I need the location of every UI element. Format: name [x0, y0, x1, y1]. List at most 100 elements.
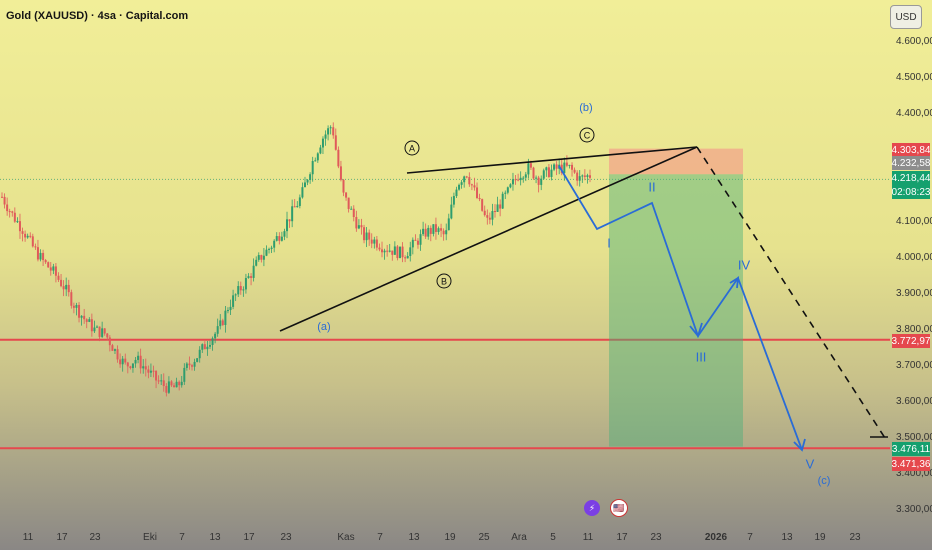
candle-body	[589, 175, 591, 178]
candle-body	[211, 338, 214, 345]
candle-body	[286, 219, 289, 232]
candle-body	[16, 221, 19, 223]
candle-body	[54, 266, 57, 276]
candle-body	[3, 196, 6, 205]
candle-body	[134, 359, 137, 364]
candle-body	[60, 279, 63, 287]
candle-body	[486, 215, 489, 218]
candle-body	[506, 187, 509, 193]
candle-body	[455, 189, 458, 197]
candle-body	[419, 234, 422, 245]
candle-body	[324, 134, 327, 139]
candle-body	[535, 177, 538, 179]
rising-trendline[interactable]	[279, 146, 698, 332]
x-axis-tick: 19	[814, 532, 826, 543]
wave-label[interactable]: III	[695, 349, 707, 365]
candle-body	[208, 344, 211, 347]
candle-body	[196, 358, 199, 362]
candle-body	[219, 320, 222, 327]
candle-body	[101, 328, 104, 337]
candle-body	[185, 363, 188, 368]
candle-body	[239, 286, 242, 291]
currency-button[interactable]: USD	[890, 5, 922, 29]
candle-body	[442, 230, 445, 235]
candle-body	[103, 328, 106, 334]
candle-body	[31, 236, 34, 247]
candle-body	[298, 197, 301, 206]
wave-label[interactable]: I	[607, 235, 611, 251]
candle-body	[468, 176, 471, 185]
x-axis-tick: 23	[89, 532, 101, 543]
y-axis-tick: 3.700,00	[896, 360, 932, 371]
candle-body	[11, 211, 14, 213]
wave-label[interactable]: IV	[737, 257, 751, 273]
candle-body	[160, 380, 163, 382]
candle-body	[422, 228, 425, 235]
upper-trendline[interactable]	[406, 146, 698, 174]
us-flag-event-icon[interactable]: 🇺🇸	[610, 499, 628, 517]
candle-body	[275, 236, 278, 241]
candle-body	[36, 247, 39, 260]
x-axis-tick: 19	[444, 532, 456, 543]
candle-body	[370, 239, 373, 244]
candle-body	[265, 249, 268, 256]
candle-body	[252, 265, 255, 278]
candle-body	[347, 197, 350, 209]
wave-projection-path[interactable]	[558, 165, 803, 451]
candle-body	[522, 177, 525, 179]
candle-body	[375, 239, 378, 248]
candle-body	[406, 255, 409, 259]
circled-wave-label[interactable]: B	[436, 273, 452, 289]
y-axis-tick: 4.000,00	[896, 252, 932, 263]
candle-body	[563, 162, 566, 174]
candle-body	[237, 286, 240, 295]
price-label: 4.303,84	[891, 143, 931, 157]
candle-body	[396, 246, 399, 259]
candle-body	[113, 349, 116, 351]
flash-event-icon[interactable]: ⚡	[584, 500, 600, 516]
circled-wave-label[interactable]: C	[579, 127, 595, 143]
candle-body	[90, 319, 93, 332]
symbol-title[interactable]: Gold (XAUUSD) · 4sa · Capital.com	[6, 10, 189, 22]
wave-label[interactable]: (c)	[817, 475, 831, 487]
wave-label[interactable]: (a)	[317, 321, 331, 333]
candle-body	[342, 179, 345, 193]
wave-label[interactable]: (b)	[579, 102, 593, 114]
candle-body	[283, 231, 286, 237]
candle-body	[296, 205, 299, 208]
candle-body	[57, 275, 60, 280]
candle-body	[501, 193, 504, 209]
candle-body	[175, 381, 178, 388]
x-axis-tick: 11	[582, 532, 594, 543]
x-axis-tick: 7	[747, 532, 753, 543]
candle-body	[509, 184, 512, 188]
candle-body	[491, 211, 494, 220]
candle-body	[381, 249, 384, 253]
candle-body	[571, 164, 574, 170]
candle-body	[232, 295, 235, 307]
circled-wave-label[interactable]: A	[404, 140, 420, 156]
x-axis-tick: 11	[22, 532, 34, 543]
candle-body	[162, 380, 165, 387]
candle-body	[106, 333, 109, 338]
candle-body	[309, 174, 312, 180]
candle-body	[165, 386, 168, 393]
candle-body	[70, 292, 73, 306]
dashed-projection-line[interactable]	[696, 146, 886, 439]
candle-body	[450, 204, 453, 219]
candle-body	[131, 363, 134, 369]
wave-label[interactable]: II	[648, 179, 656, 195]
wave-label[interactable]: V	[805, 456, 815, 472]
candle-body	[126, 362, 129, 367]
candle-body	[445, 230, 448, 235]
candle-body	[432, 224, 435, 234]
candle-body	[488, 217, 491, 220]
x-axis-tick: 25	[478, 532, 490, 543]
candle-body	[29, 235, 32, 237]
candle-body	[255, 259, 258, 266]
candle-body	[398, 246, 401, 259]
candle-body	[226, 310, 229, 312]
candle-body	[473, 185, 476, 188]
